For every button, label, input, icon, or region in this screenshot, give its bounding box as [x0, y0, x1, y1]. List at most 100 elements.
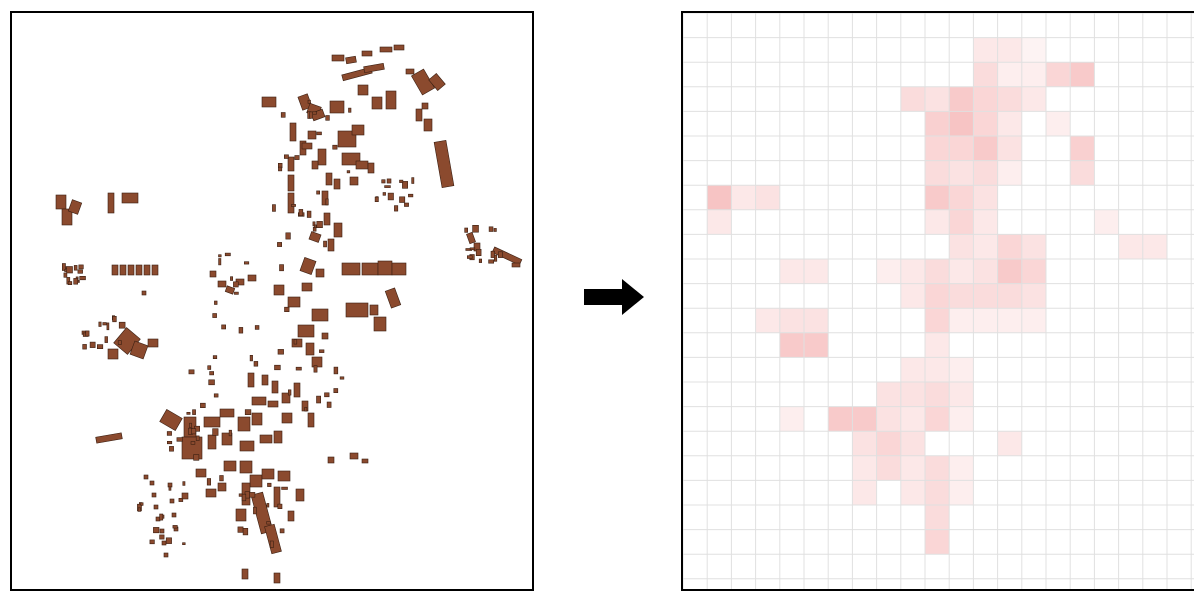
building-footprint	[307, 130, 317, 140]
building-footprint	[209, 371, 215, 376]
building-footprint	[165, 537, 172, 544]
heatmap-cell	[973, 160, 998, 186]
building-footprint-map-panel	[10, 11, 534, 591]
building-footprint	[253, 506, 257, 515]
building-footprint	[287, 156, 295, 172]
heatmap-cell	[707, 209, 732, 235]
heatmap-cell	[997, 136, 1022, 161]
building-footprint	[371, 96, 383, 110]
building-footprint	[331, 54, 345, 62]
building-footprint	[405, 68, 415, 75]
building-footprint	[332, 144, 338, 150]
heatmap-cell	[997, 37, 1022, 63]
building-footprint	[355, 160, 369, 170]
building-footprint	[207, 434, 217, 450]
heatmap-cell	[997, 431, 1022, 456]
building-footprint	[281, 412, 293, 424]
heatmap-cell	[949, 185, 974, 210]
building-footprint	[117, 340, 122, 345]
building-footprint	[219, 475, 224, 482]
building-footprint	[217, 482, 227, 492]
heatmap-cell	[925, 86, 950, 112]
building-footprint	[466, 231, 476, 245]
building-footprint	[269, 540, 274, 548]
heatmap-cell	[925, 480, 950, 505]
building-footprint	[153, 504, 159, 510]
heatmap-cell	[925, 283, 950, 309]
building-footprint	[319, 349, 325, 353]
building-footprint	[143, 474, 149, 480]
building-footprint	[369, 304, 379, 316]
building-footprint	[478, 258, 483, 263]
building-footprint	[191, 428, 197, 435]
building-footprint	[316, 395, 321, 404]
building-footprint	[317, 148, 327, 166]
building-footprint	[200, 402, 206, 409]
heatmap-cell	[997, 62, 1022, 87]
building-footprint	[287, 174, 295, 192]
building-footprint	[247, 274, 257, 282]
building-footprint	[472, 225, 479, 233]
heatmap-cell	[925, 136, 950, 161]
building-footprint	[238, 327, 244, 334]
heatmap-cell	[973, 62, 998, 87]
building-footprint	[273, 572, 281, 584]
heatmap-cell	[949, 308, 974, 333]
building-footprint	[267, 400, 279, 408]
building-footprint	[89, 341, 96, 348]
building-footprint	[228, 429, 232, 437]
building-footprint	[411, 68, 435, 96]
heatmap-cell	[973, 209, 998, 235]
building-footprint	[298, 209, 304, 216]
heatmap-cell	[1046, 111, 1071, 136]
building-footprint	[323, 212, 331, 226]
building-footprint	[316, 131, 322, 136]
building-footprint	[167, 440, 173, 445]
building-footprint	[491, 246, 523, 266]
building-footprint	[78, 264, 84, 270]
building-footprint	[361, 50, 373, 57]
heatmap-cell	[755, 308, 780, 333]
building-footprint	[421, 102, 429, 110]
building-footprint	[221, 432, 233, 446]
heatmap-cell	[779, 406, 804, 432]
heatmap-cell	[949, 209, 974, 235]
building-footprint	[329, 100, 345, 114]
building-footprint	[244, 261, 250, 265]
building-footprint	[271, 380, 279, 394]
heatmap-cell	[828, 406, 853, 432]
building-footprint	[493, 228, 497, 232]
building-footprint	[73, 265, 78, 271]
building-footprint	[98, 321, 102, 327]
building-footprint	[149, 539, 155, 545]
building-footprint	[466, 255, 473, 259]
building-footprint	[192, 409, 196, 415]
right-arrow-icon	[584, 279, 644, 315]
building-footprint	[182, 481, 186, 486]
building-footprint	[323, 240, 327, 248]
building-footprint	[301, 142, 313, 150]
building-footprint	[254, 325, 260, 330]
building-footprint	[106, 322, 110, 331]
building-footprint	[259, 434, 273, 444]
heatmap-cell	[876, 406, 901, 432]
building-footprint	[224, 252, 231, 257]
heatmap-cell	[1046, 62, 1071, 87]
building-footprint	[284, 306, 290, 313]
building-footprint	[316, 190, 321, 195]
heatmap-cell	[876, 259, 901, 284]
heatmap-cell	[1070, 160, 1095, 186]
heatmap-cell	[973, 185, 998, 210]
building-footprint	[224, 285, 236, 295]
building-footprint	[279, 528, 285, 534]
building-footprint	[249, 492, 256, 498]
heatmap-cell	[949, 382, 974, 407]
heatmap-cell	[779, 259, 804, 284]
building-footprint	[249, 474, 263, 488]
building-footprint	[279, 264, 284, 272]
heatmap-cell	[925, 505, 950, 530]
building-footprint	[339, 376, 345, 380]
building-footprint	[307, 99, 311, 104]
heatmap-cell	[1021, 283, 1046, 309]
building-footprint	[291, 204, 296, 207]
